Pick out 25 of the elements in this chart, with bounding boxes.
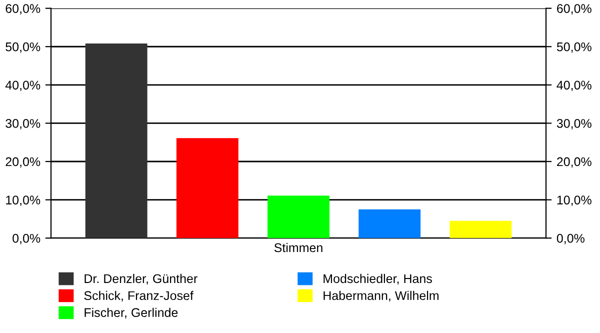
y-tick-label: 50,0% — [6, 42, 40, 53]
bar — [450, 220, 512, 238]
y-tick-label: 10,0% — [6, 196, 40, 206]
text: 40,0% — [556, 80, 592, 92]
legend-label: Habermann, Wilhelm — [324, 290, 438, 302]
text: 20,0% — [557, 157, 592, 168]
y-tick-label: 60,0% — [6, 4, 40, 14]
bar — [358, 209, 421, 238]
y-tick-label: 0,0% — [12, 234, 40, 244]
legend-label: Schick, Franz-Josef — [84, 290, 194, 302]
bar — [85, 44, 148, 238]
legend-label: Modschiedler, Hans — [324, 274, 432, 285]
text: 10,0% — [557, 196, 592, 206]
text: 0,0% — [556, 234, 584, 244]
y-tick-label: 40,0% — [5, 80, 40, 92]
legend-label: Fischer, Gerlinde — [84, 308, 178, 318]
legend-label: Dr. Denzler, Günther — [84, 274, 198, 285]
bar — [268, 196, 330, 238]
text: 60,0% — [557, 4, 592, 14]
text: 30,0% — [556, 119, 592, 130]
y-tick-label: 20,0% — [6, 157, 40, 168]
bar — [176, 138, 238, 238]
x-tick-label: Stimmen — [274, 242, 322, 252]
y-tick-label: 30,0% — [6, 119, 40, 130]
text: 50,0% — [556, 42, 592, 53]
